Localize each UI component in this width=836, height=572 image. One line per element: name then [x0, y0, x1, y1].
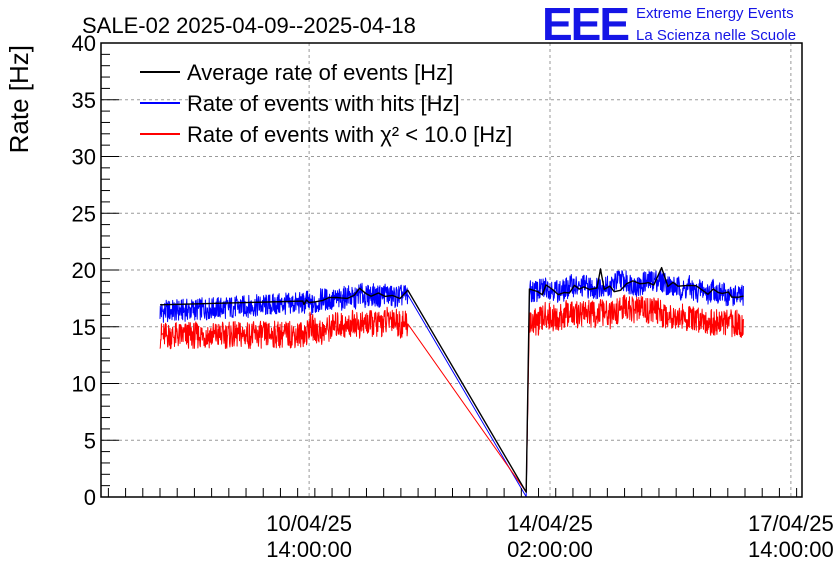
grid-lines	[101, 43, 802, 497]
legend-label-3: Rate of events with χ² < 10.0 [Hz]	[187, 122, 512, 147]
y-axis-label: Rate [Hz]	[4, 45, 34, 153]
x-tick-label-time: 14:00:00	[266, 537, 352, 562]
legend-label-2: Rate of events with hits [Hz]	[187, 91, 460, 116]
y-tick-label: 30	[72, 145, 96, 170]
y-tick-label: 5	[84, 428, 96, 453]
logo-line-2: La Scienza nelle Scuole	[636, 27, 796, 44]
y-tick-label: 25	[72, 201, 96, 226]
series-line-2	[159, 270, 744, 498]
x-tick-label-time: 02:00:00	[507, 537, 593, 562]
x-tick-label-date: 14/04/25	[507, 511, 593, 536]
y-tick-label: 10	[72, 372, 96, 397]
plot-series	[159, 266, 744, 498]
y-axis: 0 5 10 15 20 25 30 35 40	[72, 31, 119, 510]
x-tick-label-date: 17/04/25	[748, 511, 834, 536]
y-tick-label: 35	[72, 88, 96, 113]
series-line-3	[159, 294, 744, 493]
x-tick-label-date: 10/04/25	[266, 511, 352, 536]
eee-logo: EEE Extreme Energy Events La Scienza nel…	[542, 0, 796, 50]
logo-line-1: Extreme Energy Events	[636, 5, 794, 22]
legend: Average rate of events [Hz] Rate of event…	[140, 60, 512, 147]
x-tick-label-time: 14:00:00	[748, 537, 834, 562]
legend-label-1: Average rate of events [Hz]	[187, 60, 453, 85]
series-line-1	[159, 266, 744, 493]
chart-title: SALE-02 2025-04-09--2025-04-18	[82, 13, 416, 38]
y-tick-label: 15	[72, 315, 96, 340]
y-tick-label: 40	[72, 31, 96, 56]
y-tick-label: 20	[72, 258, 96, 283]
eee-logo-mark: EEE	[542, 0, 628, 50]
y-tick-label: 0	[84, 485, 96, 510]
x-axis: 10/04/2514:00:0014/04/2502:00:0017/04/25…	[107, 488, 834, 562]
